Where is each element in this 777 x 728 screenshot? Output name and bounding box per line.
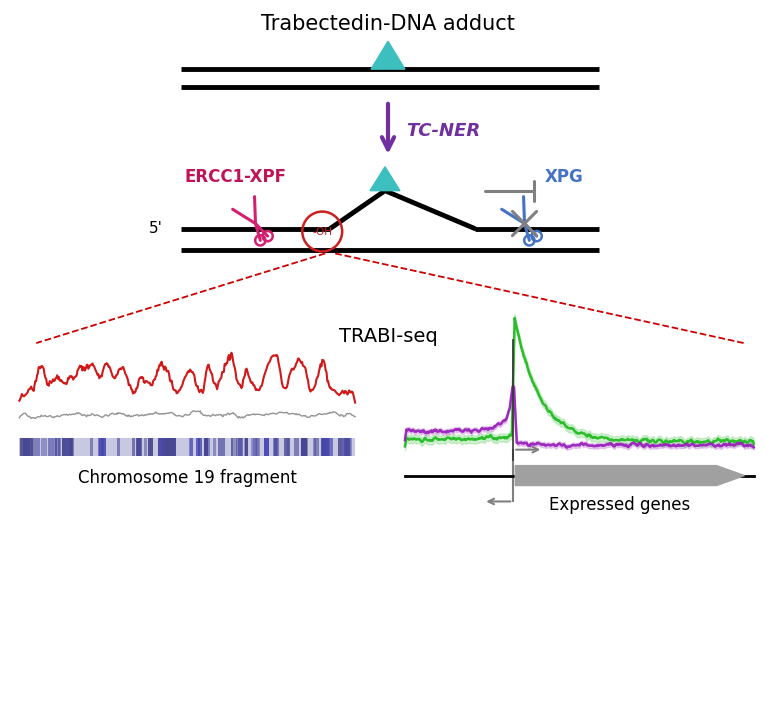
Bar xyxy=(169,438,175,456)
Bar xyxy=(246,438,248,456)
Bar xyxy=(253,438,254,456)
Bar xyxy=(239,438,242,456)
Text: TC-NER: TC-NER xyxy=(406,122,480,140)
Bar xyxy=(136,438,141,456)
Bar xyxy=(301,438,306,456)
Bar xyxy=(347,438,351,456)
Bar xyxy=(344,438,348,456)
Bar xyxy=(321,438,324,456)
Bar xyxy=(169,438,171,456)
Bar xyxy=(256,438,260,456)
Bar xyxy=(287,438,289,456)
Bar xyxy=(24,438,29,456)
Bar xyxy=(41,438,47,456)
Bar xyxy=(54,438,61,456)
Bar xyxy=(264,438,269,456)
Bar xyxy=(137,438,142,456)
Bar xyxy=(347,438,352,456)
Bar xyxy=(342,438,345,456)
Bar xyxy=(62,438,66,456)
Bar xyxy=(19,438,355,456)
Text: -OH: -OH xyxy=(312,226,333,237)
Bar xyxy=(322,438,324,456)
Bar xyxy=(144,438,148,456)
Text: TRABI-seq: TRABI-seq xyxy=(339,327,437,346)
Bar xyxy=(323,438,329,456)
Bar xyxy=(148,438,153,456)
Text: Chromosome 19 fragment: Chromosome 19 fragment xyxy=(78,469,297,486)
Bar xyxy=(322,438,326,456)
Bar xyxy=(168,438,170,456)
Bar xyxy=(158,438,164,456)
Bar xyxy=(328,438,333,456)
Bar xyxy=(31,438,37,456)
Bar xyxy=(275,438,277,456)
Bar xyxy=(232,438,233,456)
Bar xyxy=(197,438,200,456)
Bar xyxy=(71,438,74,456)
Bar xyxy=(344,438,350,456)
Bar xyxy=(251,438,255,456)
Bar xyxy=(58,438,60,456)
Text: 5': 5' xyxy=(149,221,163,236)
Bar xyxy=(231,438,237,456)
Bar xyxy=(294,438,299,456)
Bar xyxy=(99,438,103,456)
Bar xyxy=(274,438,277,456)
Bar xyxy=(26,438,30,456)
Bar xyxy=(284,438,290,456)
Polygon shape xyxy=(371,41,405,69)
Bar xyxy=(190,438,193,456)
Bar xyxy=(139,438,141,456)
Polygon shape xyxy=(370,167,400,191)
Bar xyxy=(171,438,176,456)
Bar xyxy=(89,438,92,456)
Bar xyxy=(204,438,208,456)
FancyArrow shape xyxy=(515,466,744,486)
Bar xyxy=(166,438,172,456)
Bar xyxy=(213,438,216,456)
Bar xyxy=(162,438,169,456)
Text: ERCC1-XPF: ERCC1-XPF xyxy=(185,167,287,186)
Bar xyxy=(101,438,103,456)
Bar xyxy=(314,438,319,456)
Text: Expressed genes: Expressed genes xyxy=(549,496,690,515)
Bar xyxy=(218,438,225,456)
Bar xyxy=(196,438,202,456)
Bar xyxy=(235,438,242,456)
Bar xyxy=(48,438,54,456)
Bar xyxy=(254,438,259,456)
Bar xyxy=(23,438,25,456)
Bar xyxy=(66,438,72,456)
Bar xyxy=(37,438,40,456)
Bar xyxy=(244,438,247,456)
Bar xyxy=(338,438,343,456)
Bar xyxy=(204,438,211,456)
Text: XPG: XPG xyxy=(545,167,584,186)
Bar xyxy=(101,438,106,456)
Bar xyxy=(313,438,315,456)
Bar xyxy=(132,438,134,456)
Bar xyxy=(99,438,103,456)
Bar xyxy=(55,438,57,456)
Bar xyxy=(324,438,329,456)
Bar xyxy=(28,438,33,456)
Bar xyxy=(205,438,208,456)
Bar xyxy=(255,438,257,456)
Bar xyxy=(324,438,328,456)
Bar xyxy=(159,438,164,456)
Bar xyxy=(20,438,26,456)
Bar xyxy=(69,438,72,456)
Bar xyxy=(189,438,193,456)
Bar xyxy=(274,438,279,456)
Text: Trabectedin-DNA adduct: Trabectedin-DNA adduct xyxy=(261,15,515,34)
Bar xyxy=(117,438,120,456)
Bar xyxy=(305,438,308,456)
